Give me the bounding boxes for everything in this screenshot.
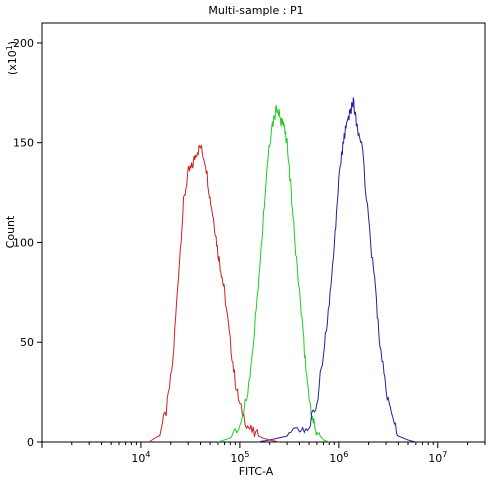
histogram-series-3: [257, 97, 416, 443]
y-tick-label: 50: [20, 336, 34, 349]
y-tick-label: 100: [13, 236, 34, 249]
plot-frame: [41, 22, 486, 443]
x-tick-label: 106: [329, 450, 348, 465]
y-multiplier-text: (x10: [6, 50, 19, 75]
y-multiplier-exp: 1: [5, 45, 14, 50]
y-tick-label: 150: [13, 137, 34, 150]
y-tick-label: 200: [13, 37, 34, 50]
histogram-series-2: [217, 105, 330, 443]
chart-title: Multi-sample : P1: [208, 4, 303, 17]
y-axis: 0 50 100 150 200: [13, 37, 42, 449]
series-layer: [148, 97, 416, 443]
y-multiplier: (x101): [5, 41, 19, 75]
x-tick-label: 104: [131, 450, 150, 465]
y-axis-label: Count: [4, 215, 17, 248]
y-tick-label: 0: [27, 436, 34, 449]
x-axis: 104 105 106 107: [41, 442, 486, 465]
svg-text:(x101): (x101): [5, 41, 19, 75]
x-axis-label: FITC-A: [239, 465, 274, 478]
histogram-series-1: [148, 144, 280, 443]
x-tick-label: 105: [230, 450, 249, 465]
x-tick-label: 107: [428, 450, 447, 465]
